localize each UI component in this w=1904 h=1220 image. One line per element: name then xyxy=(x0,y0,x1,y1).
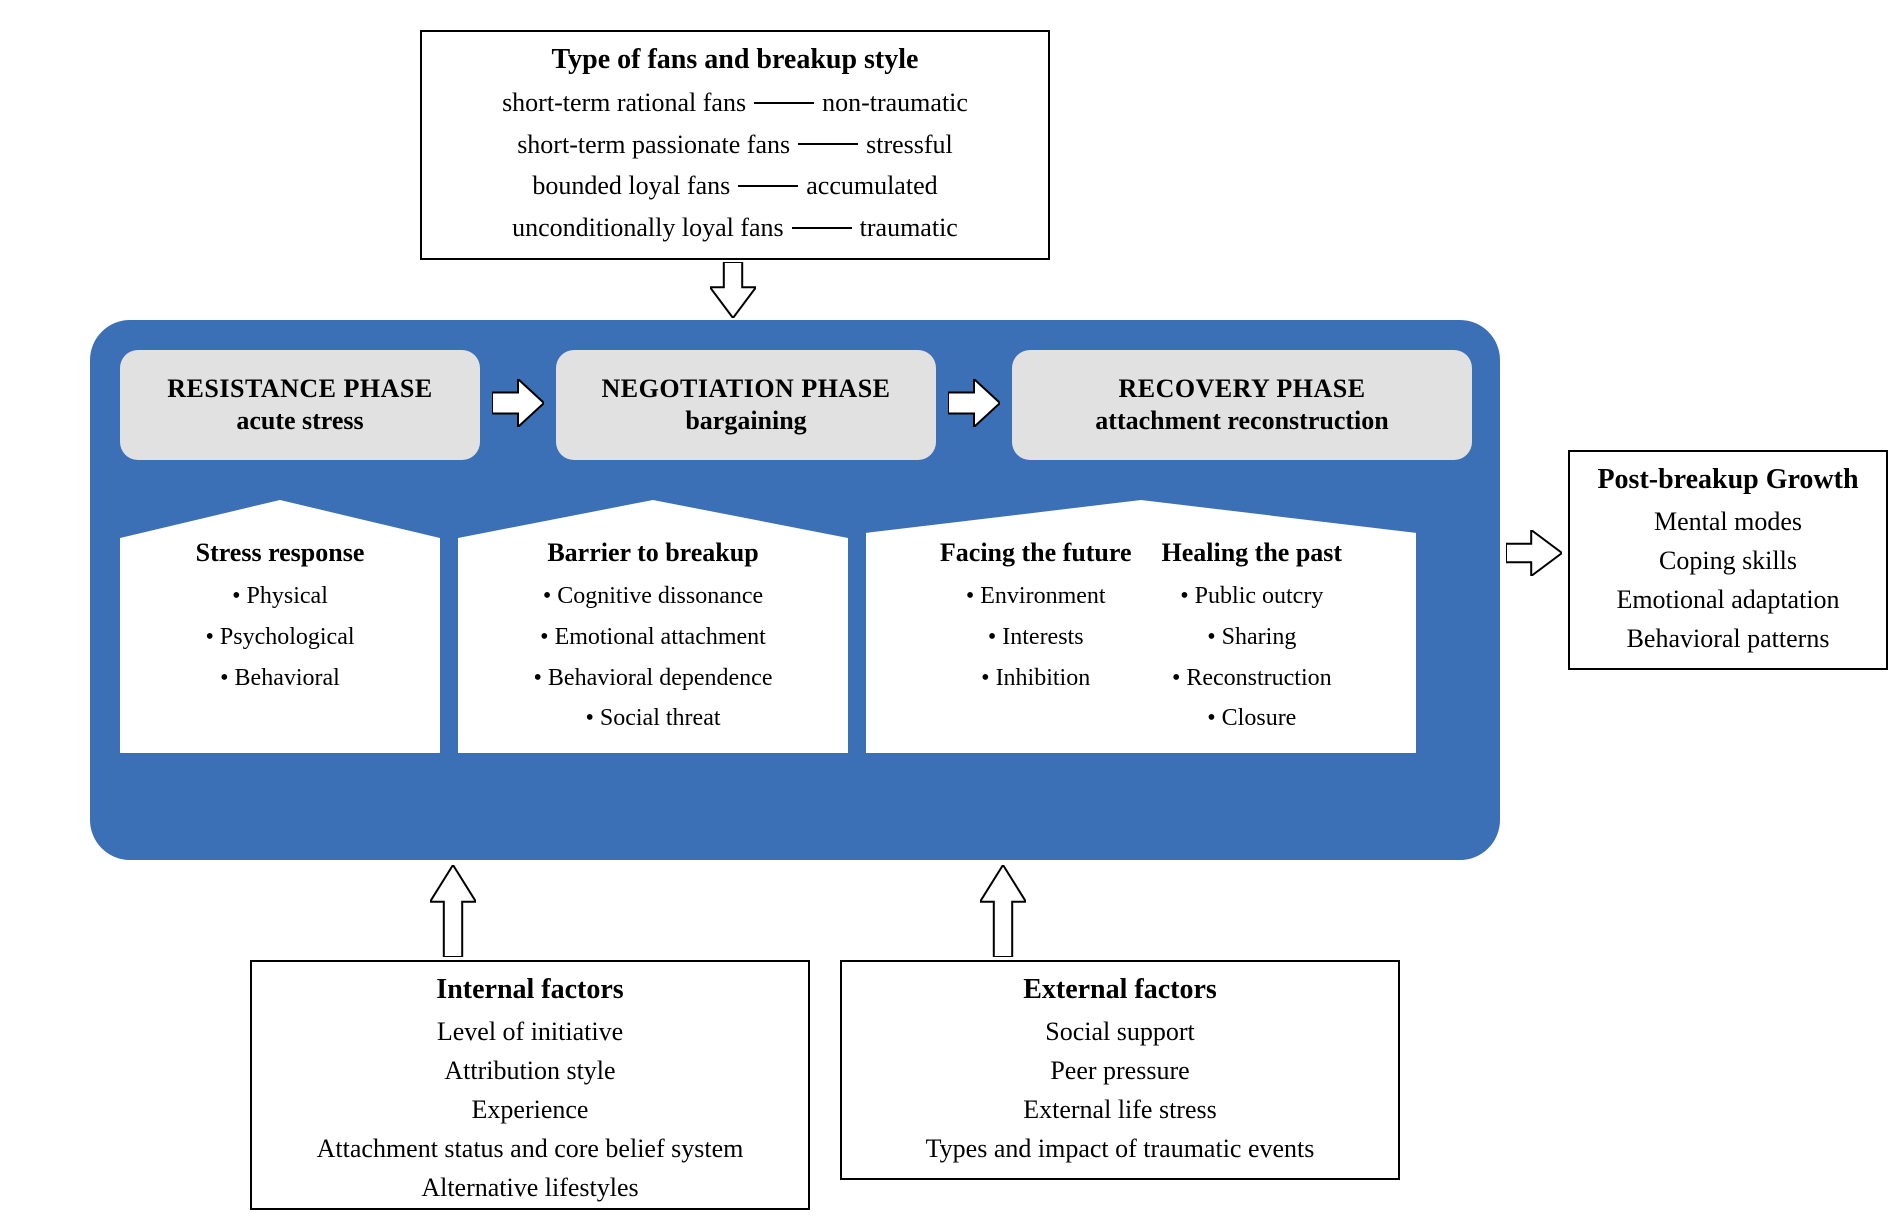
fan-left: short-term rational fans xyxy=(502,82,746,124)
fan-right: non-traumatic xyxy=(822,82,968,124)
internal-item: Experience xyxy=(272,1090,788,1129)
phase-box: NEGOTIATION PHASEbargaining xyxy=(556,350,936,460)
detail-item: Reconstruction xyxy=(1162,658,1343,699)
fan-left: unconditionally loyal fans xyxy=(512,207,784,249)
diagram-root: Type of fans and breakup style short-ter… xyxy=(20,20,1880,1200)
phase-subtitle: bargaining xyxy=(566,406,926,436)
fan-pair-row: bounded loyal fans accumulated xyxy=(442,165,1028,207)
internal-item: Alternative lifestyles xyxy=(272,1168,788,1207)
internal-items: Level of initiativeAttribution styleExpe… xyxy=(272,1012,788,1207)
internal-factors-box: Internal factors Level of initiativeAttr… xyxy=(250,960,810,1210)
fan-left: short-term passionate fans xyxy=(517,124,790,166)
fan-left: bounded loyal fans xyxy=(532,165,730,207)
phase-box: RECOVERY PHASEattachment reconstruction xyxy=(1012,350,1472,460)
detail-item: Environment xyxy=(940,576,1132,617)
phase-title: RECOVERY PHASE xyxy=(1022,374,1462,404)
pair-connector xyxy=(792,227,852,229)
phase-arrow xyxy=(948,379,1000,432)
detail-list: Cognitive dissonanceEmotional attachment… xyxy=(472,576,834,739)
growth-item: Coping skills xyxy=(1590,541,1866,580)
detail-item: Public outcry xyxy=(1162,576,1343,617)
arrow-right-icon xyxy=(1506,530,1562,576)
phase-box: RESISTANCE PHASEacute stress xyxy=(120,350,480,460)
arrow-right-icon xyxy=(492,379,544,427)
detail-column: Healing the past Public outcrySharingReco… xyxy=(1162,528,1343,739)
detail-title: Stress response xyxy=(134,538,426,568)
detail-pentagon: Facing the future EnvironmentInterestsInh… xyxy=(866,500,1416,753)
main-phases-panel: RESISTANCE PHASEacute stress NEGOTIATION … xyxy=(90,320,1500,860)
detail-item: Inhibition xyxy=(940,658,1132,699)
phase-row: RESISTANCE PHASEacute stress NEGOTIATION … xyxy=(120,350,1470,460)
detail-item: Closure xyxy=(1162,698,1343,739)
growth-items: Mental modesCoping skillsEmotional adapt… xyxy=(1590,502,1866,658)
detail-item: Social threat xyxy=(472,698,834,739)
fan-pair-row: short-term rational fans non-traumatic xyxy=(442,82,1028,124)
phase-title: RESISTANCE PHASE xyxy=(130,374,470,404)
fan-pair-row: unconditionally loyal fans traumatic xyxy=(442,207,1028,249)
fan-pair-row: short-term passionate fans stressful xyxy=(442,124,1028,166)
growth-title: Post-breakup Growth xyxy=(1590,464,1866,496)
detail-item: Sharing xyxy=(1162,617,1343,658)
detail-item: Emotional attachment xyxy=(472,617,834,658)
detail-item: Behavioral xyxy=(134,658,426,699)
top-fans-pairs: short-term rational fansnon-traumaticsho… xyxy=(442,82,1028,248)
internal-title: Internal factors xyxy=(272,974,788,1006)
detail-title: Barrier to breakup xyxy=(472,538,834,568)
detail-row: Stress responsePhysicalPsychologicalBeha… xyxy=(120,500,1470,753)
internal-item: Level of initiative xyxy=(272,1012,788,1051)
phase-title: NEGOTIATION PHASE xyxy=(566,374,926,404)
external-item: Peer pressure xyxy=(862,1051,1378,1090)
internal-item: Attribution style xyxy=(272,1051,788,1090)
fan-right: traumatic xyxy=(860,207,958,249)
fan-right: accumulated xyxy=(806,165,937,207)
top-fans-title: Type of fans and breakup style xyxy=(442,44,1028,76)
detail-list: EnvironmentInterestsInhibition xyxy=(940,576,1132,698)
detail-title: Facing the future xyxy=(940,538,1132,568)
external-item: External life stress xyxy=(862,1090,1378,1129)
detail-pentagon: Stress response PhysicalPsychologicalBeha… xyxy=(120,500,440,753)
detail-title: Healing the past xyxy=(1162,538,1343,568)
growth-item: Mental modes xyxy=(1590,502,1866,541)
detail-item: Interests xyxy=(940,617,1132,658)
pair-connector xyxy=(798,143,858,145)
pair-connector xyxy=(738,185,798,187)
arrow-up-icon xyxy=(980,865,1026,957)
internal-item: Attachment status and core belief system xyxy=(272,1129,788,1168)
growth-box: Post-breakup Growth Mental modesCoping s… xyxy=(1568,450,1888,670)
detail-item: Physical xyxy=(134,576,426,617)
external-title: External factors xyxy=(862,974,1378,1006)
arrow-down-icon xyxy=(710,262,756,318)
external-item: Social support xyxy=(862,1012,1378,1051)
arrow-right-icon xyxy=(948,379,1000,427)
detail-item: Psychological xyxy=(134,617,426,658)
arrow-up-icon xyxy=(430,865,476,957)
detail-list: Public outcrySharingReconstructionClosur… xyxy=(1162,576,1343,739)
top-fans-box: Type of fans and breakup style short-ter… xyxy=(420,30,1050,260)
phase-arrow xyxy=(492,379,544,432)
phase-subtitle: attachment reconstruction xyxy=(1022,406,1462,436)
detail-list: PhysicalPsychologicalBehavioral xyxy=(134,576,426,698)
detail-column: Facing the future EnvironmentInterestsInh… xyxy=(940,528,1132,739)
growth-item: Emotional adaptation xyxy=(1590,580,1866,619)
detail-pentagon: Barrier to breakup Cognitive dissonanceEm… xyxy=(458,500,848,753)
detail-item: Behavioral dependence xyxy=(472,658,834,699)
phase-subtitle: acute stress xyxy=(130,406,470,436)
external-items: Social supportPeer pressureExternal life… xyxy=(862,1012,1378,1168)
pair-connector xyxy=(754,102,814,104)
external-item: Types and impact of traumatic events xyxy=(862,1129,1378,1168)
fan-right: stressful xyxy=(866,124,953,166)
growth-item: Behavioral patterns xyxy=(1590,619,1866,658)
detail-item: Cognitive dissonance xyxy=(472,576,834,617)
external-factors-box: External factors Social supportPeer pres… xyxy=(840,960,1400,1180)
